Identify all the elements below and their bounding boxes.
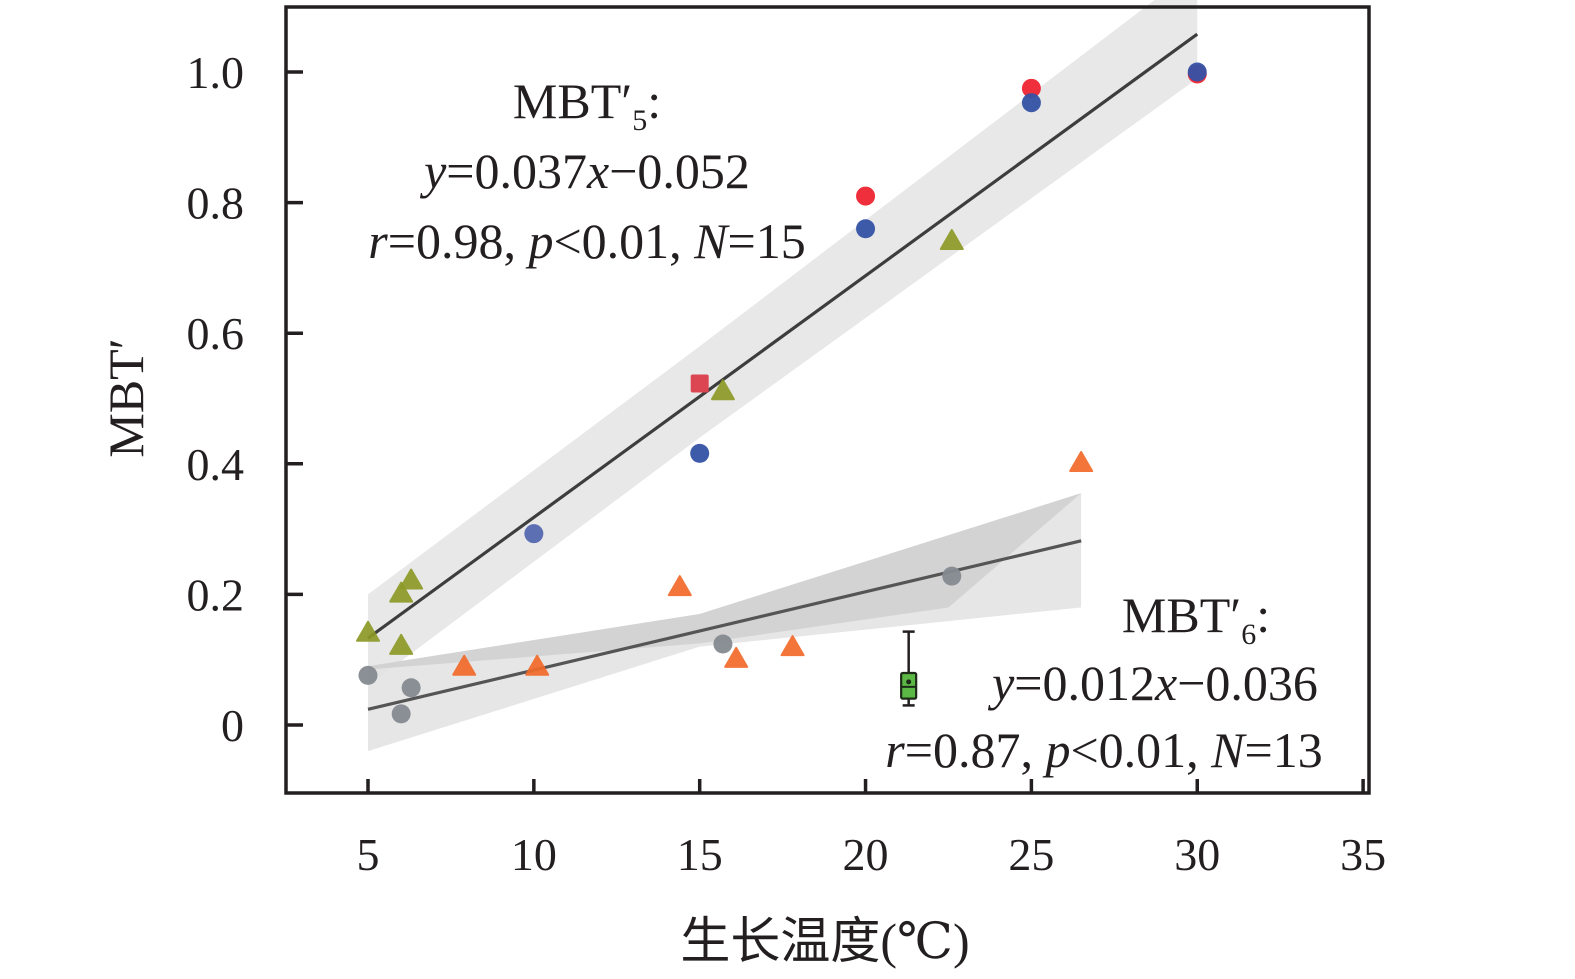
regression-line-1 bbox=[367, 539, 1082, 711]
olive-triangles-point-3 bbox=[389, 633, 414, 655]
regression-lines bbox=[367, 32, 1199, 711]
gray-circles-point-1 bbox=[401, 678, 421, 698]
x-tick-label-5: 5 bbox=[357, 829, 380, 880]
boxplot-marker bbox=[900, 630, 918, 707]
blue-circles-point-2 bbox=[856, 219, 876, 239]
annotation-mbt6-title: MBT′6: bbox=[1122, 587, 1270, 651]
orange-triangles-point-4 bbox=[780, 635, 805, 657]
blue-circles-point-4 bbox=[1187, 62, 1207, 82]
olive-triangles-point-1 bbox=[389, 581, 414, 603]
orange-triangles-point-2 bbox=[667, 575, 692, 597]
olive-triangles-point-2 bbox=[399, 568, 424, 590]
confidence-band-0 bbox=[368, 0, 1198, 686]
x-tick-label-35: 35 bbox=[1340, 829, 1386, 880]
olive-triangles-point-0 bbox=[356, 620, 380, 642]
annotation-mbt5-stats: r=0.98, p<0.01, N=15 bbox=[368, 213, 805, 269]
orange-triangles-point-3 bbox=[724, 646, 749, 668]
blue-circles-point-3 bbox=[1021, 93, 1041, 113]
y-tick-label-0.6: 0.6 bbox=[187, 308, 245, 359]
gray-circles-point-2 bbox=[391, 704, 411, 724]
orange-triangles-point-1 bbox=[525, 654, 550, 676]
orange-triangles-point-0 bbox=[452, 654, 477, 676]
gray-circles-point-4 bbox=[942, 566, 962, 586]
annotation-mbt6: MBT′6: y=0.012x−0.036 r=0.87, p<0.01, N=… bbox=[885, 587, 1322, 778]
boxplot-box bbox=[900, 671, 918, 700]
red-square-point-0 bbox=[690, 374, 709, 393]
annotation-mbt5-equation: y=0.037x−0.052 bbox=[419, 143, 750, 199]
confidence-band-inner-1 bbox=[368, 493, 1082, 670]
y-axis-ticks: 0 0.2 0.4 0.6 0.8 1.0 bbox=[187, 47, 303, 751]
y-tick-label-0: 0 bbox=[221, 700, 244, 751]
olive-triangles-point-4 bbox=[710, 379, 735, 401]
orange-triangles-point-5 bbox=[1069, 451, 1094, 473]
x-tick-label-20: 20 bbox=[843, 829, 889, 880]
y-tick-label-1: 1.0 bbox=[187, 47, 245, 98]
data-points bbox=[356, 62, 1207, 724]
regression-line-0 bbox=[367, 32, 1199, 640]
x-tick-label-25: 25 bbox=[1008, 829, 1054, 880]
x-tick-label-30: 30 bbox=[1174, 829, 1220, 880]
blue-circles-point-1 bbox=[690, 443, 710, 463]
annotation-mbt6-equation: y=0.012x−0.036 bbox=[987, 655, 1318, 711]
confidence-bands bbox=[368, 0, 1198, 752]
plot-frame bbox=[284, 5, 1371, 795]
y-tick-label-0.4: 0.4 bbox=[187, 439, 245, 490]
y-tick-label-0.8: 0.8 bbox=[187, 178, 245, 229]
red-circles-point-1 bbox=[1021, 78, 1041, 98]
gray-circles-point-3 bbox=[713, 634, 733, 654]
boxplot-mean bbox=[906, 679, 912, 685]
y-axis-title: MBT′ bbox=[98, 338, 154, 457]
red-circles-point-0 bbox=[856, 186, 876, 206]
y-tick-label-0.2: 0.2 bbox=[187, 569, 245, 620]
x-tick-label-10: 10 bbox=[511, 829, 557, 880]
blue-circles-point-0 bbox=[524, 524, 544, 544]
annotation-mbt6-stats: r=0.87, p<0.01, N=13 bbox=[885, 722, 1322, 778]
x-axis-ticks: 5 10 15 20 25 30 35 bbox=[357, 779, 1386, 880]
annotation-mbt5-title: MBT′5: bbox=[513, 73, 661, 137]
annotation-mbt5: MBT′5: y=0.037x−0.052 r=0.98, p<0.01, N=… bbox=[368, 73, 805, 269]
gray-circles-point-0 bbox=[358, 665, 378, 685]
x-tick-label-15: 15 bbox=[677, 829, 723, 880]
x-axis-title: 生长温度(℃) bbox=[680, 913, 969, 969]
olive-triangles-point-5 bbox=[939, 229, 964, 250]
